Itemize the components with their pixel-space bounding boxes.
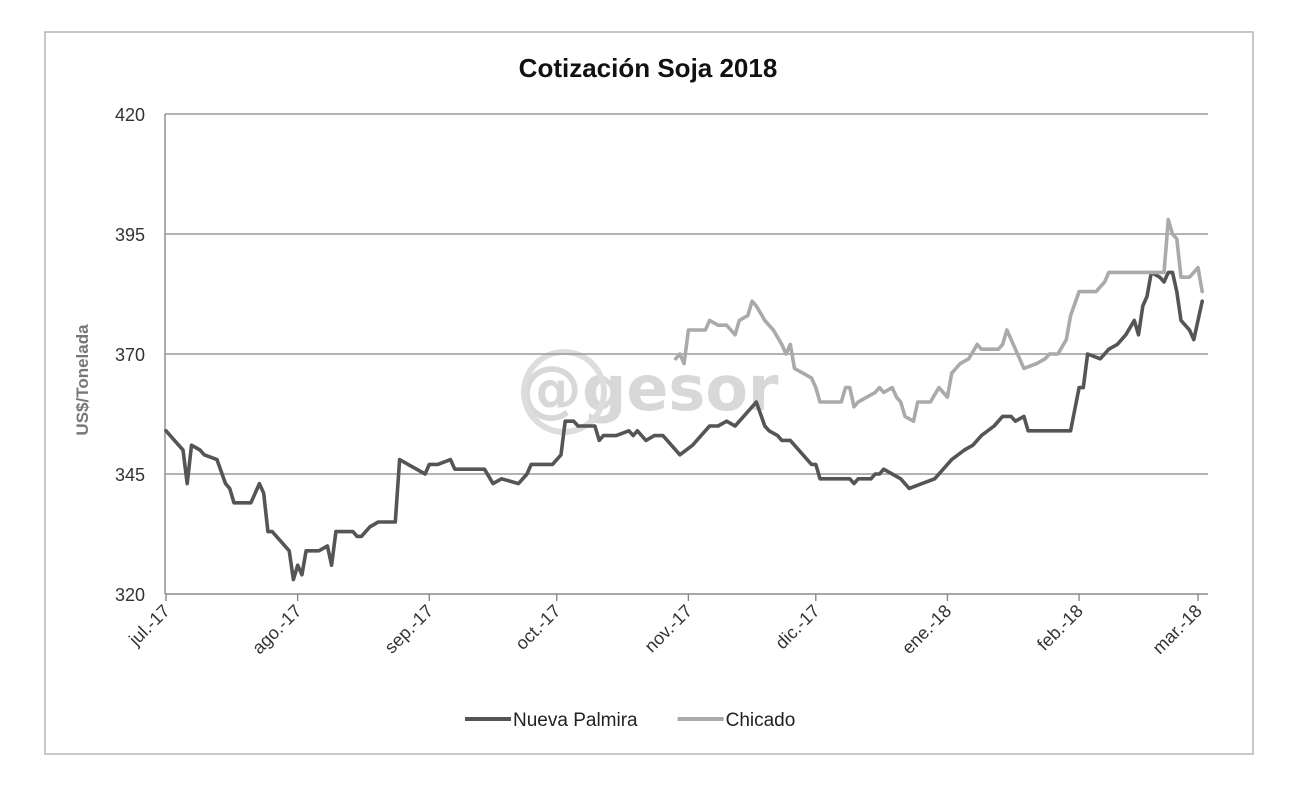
legend: Nueva Palmira Chicado	[465, 710, 795, 731]
y-tick-label: 420	[115, 105, 145, 125]
series-lines	[164, 217, 1204, 582]
chart-title: Cotización Soja 2018	[519, 53, 778, 83]
series-line-nueva-palmira	[164, 270, 1204, 582]
watermark-logo: @gesor	[520, 352, 779, 425]
y-tick-label: 370	[115, 345, 145, 365]
series-line-chicado	[673, 217, 1204, 423]
gridlines	[164, 113, 1208, 601]
y-axis-tick-labels: 320 345 370 395 420	[115, 105, 145, 605]
chart-frame	[44, 31, 1254, 755]
y-tick-label: 320	[115, 585, 145, 605]
legend-label: Chicado	[726, 710, 796, 731]
legend-label: Nueva Palmira	[513, 710, 638, 731]
y-tick-label: 345	[115, 465, 145, 485]
y-tick-label: 395	[115, 225, 145, 245]
y-axis-label: US$/Tonelada	[73, 324, 92, 436]
